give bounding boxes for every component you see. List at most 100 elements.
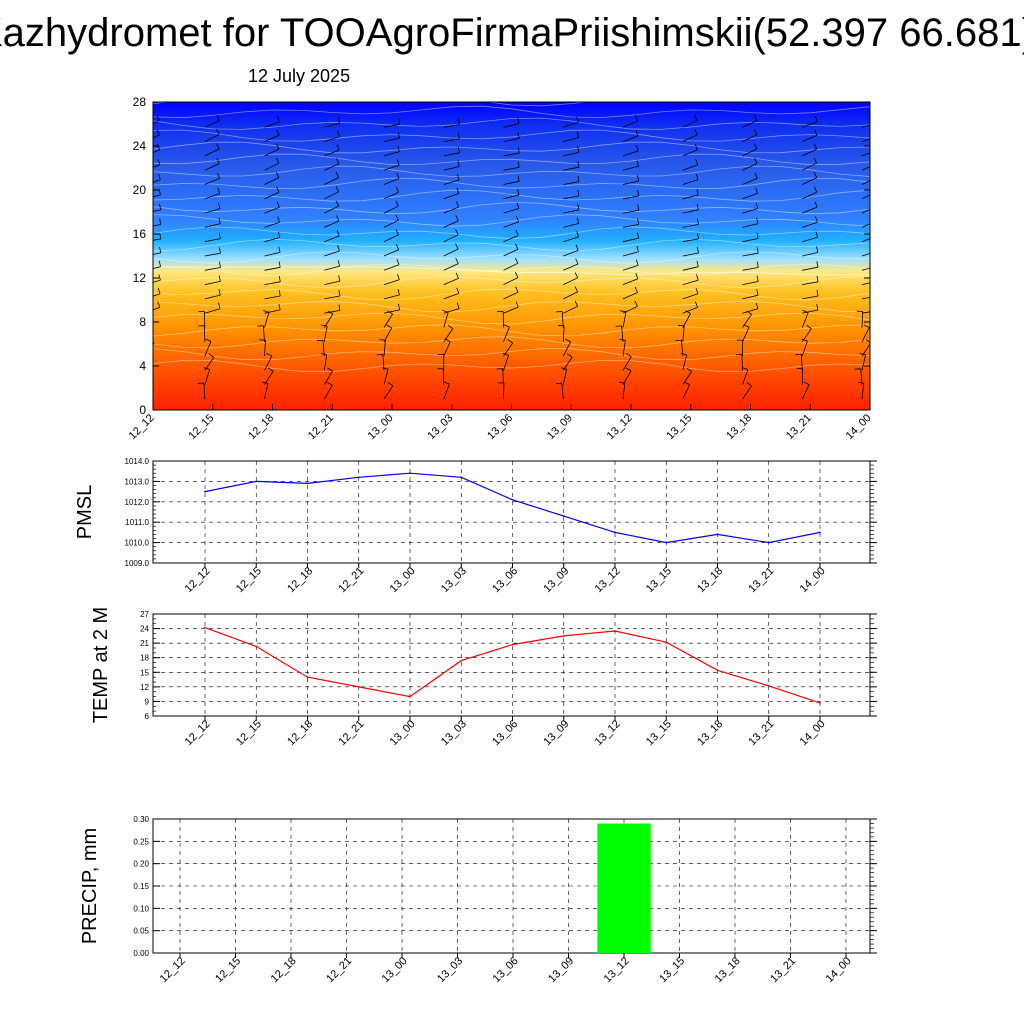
freezing-contour [153, 266, 870, 276]
data-point [255, 480, 258, 483]
wind-barb-flag [755, 302, 759, 309]
wind-barb-flag [157, 158, 161, 165]
wind-barb-flag [337, 245, 340, 252]
wind-barb-flag [576, 217, 580, 224]
x-tick-label: 13_15 [657, 955, 687, 985]
wind-barb-flag [695, 173, 699, 180]
data-point [357, 476, 360, 479]
wind-barb-flag [457, 174, 460, 181]
wind-barb-shaft [153, 279, 161, 283]
wind-barb-flag [387, 382, 394, 387]
wind-barb-flag [455, 229, 459, 235]
wind-barb-shaft [153, 164, 161, 168]
wind-barb-flag [875, 230, 877, 236]
wind-barb-shaft [204, 208, 221, 214]
date-label: 12 July 2025 [248, 66, 351, 86]
wind-barb-shaft [383, 327, 393, 342]
wind-barb-flag [755, 202, 759, 209]
x-tick-label: 13_12 [602, 955, 632, 985]
wind-barb-shaft [622, 292, 638, 300]
wind-barb-flag [278, 290, 281, 297]
y-tick-label: 15 [140, 668, 149, 677]
wind-barb-shaft [622, 195, 639, 200]
wind-barb-shaft [682, 371, 693, 385]
wind-barb-shaft [264, 148, 280, 157]
wind-barb-shaft [322, 340, 325, 357]
wind-barb-flag [686, 367, 692, 372]
x-tick-label: 12_18 [285, 565, 315, 595]
wind-barb-flag [335, 186, 339, 192]
wind-barb-flag [455, 201, 459, 208]
wind-barb-flag [566, 353, 573, 358]
wind-barb-shaft [802, 295, 819, 300]
wind-barb-flag [637, 189, 640, 196]
y-tick-label: 27 [140, 610, 149, 619]
wind-barb-flag [158, 189, 161, 195]
wind-barb-shaft [861, 343, 870, 357]
x-tick-label: 12_21 [336, 565, 366, 595]
wind-barb-shaft [563, 291, 578, 300]
y-tick-label: 24 [140, 625, 149, 634]
contour-line [153, 71, 870, 82]
wind-barb-shaft [264, 340, 266, 357]
wind-barb-flag [395, 186, 399, 193]
wind-barb-shaft [682, 238, 699, 243]
wind-barb-flag [276, 143, 280, 150]
wind-barb-flag [806, 324, 812, 330]
wind-barb-shaft [383, 279, 400, 285]
wind-barb-flag [625, 367, 632, 372]
wind-barb-flag [756, 275, 759, 282]
wind-barb-flag [395, 244, 400, 250]
wind-barb-shaft [621, 325, 624, 342]
wind-barb-flag [814, 115, 818, 122]
wind-barb-flag [746, 382, 752, 387]
x-tick-label: 12_15 [186, 412, 216, 442]
wind-barb-flag [278, 246, 281, 253]
wind-barb-flag [742, 367, 749, 371]
wind-barb-flag [865, 339, 870, 343]
wind-barb-flag [516, 202, 520, 209]
wind-barb-shaft [742, 193, 758, 200]
wind-barb-flag [502, 352, 509, 356]
wind-barb-flag [395, 214, 399, 221]
wind-barb-flag [874, 172, 877, 178]
wind-barb-shaft [742, 178, 758, 185]
wind-barb-flag [874, 186, 877, 191]
x-tick-label: 12_18 [285, 718, 315, 748]
wind-barb-shaft [503, 342, 514, 357]
data-point [204, 490, 206, 493]
y-tick-label: 21 [140, 639, 149, 648]
data-point [306, 482, 309, 485]
wind-barb-shaft [563, 236, 579, 243]
x-tick-label: 12_12 [158, 955, 188, 985]
y-tick-label: 12 [140, 683, 149, 692]
wind-barb-shaft [802, 162, 817, 171]
wind-barb-shaft [861, 311, 864, 328]
wind-barb-flag [276, 186, 280, 193]
wind-barb-flag [756, 247, 759, 254]
wind-barb-shaft [153, 209, 161, 212]
wind-barb-shaft [324, 250, 340, 257]
y-tick-label: 1012.0 [125, 498, 150, 507]
wind-barb-flag [813, 172, 818, 178]
wind-barb-shaft [204, 267, 221, 271]
wind-barb-flag [456, 302, 460, 309]
wind-barb-shaft [443, 311, 449, 328]
wind-barb-shaft [383, 234, 399, 243]
wind-barb-flag [514, 257, 519, 264]
wind-barb-flag [857, 382, 864, 384]
wind-barb-shaft [861, 223, 870, 228]
wind-barb-shaft [264, 162, 280, 171]
wind-barb-flag [158, 173, 161, 180]
data-point [665, 541, 668, 544]
wind-barb-flag [803, 381, 810, 385]
wind-barb-shaft [264, 356, 273, 371]
x-tick-label: 13_00 [366, 412, 396, 442]
wind-barb-shaft [324, 205, 339, 214]
wind-barb-flag [517, 117, 520, 124]
x-tick-label: 13_03 [439, 718, 469, 748]
y-tick-label: 28 [133, 95, 147, 109]
wind-barb-shaft [383, 205, 399, 214]
wind-barb-flag [754, 172, 758, 179]
x-tick-label: 12_15 [234, 718, 264, 748]
